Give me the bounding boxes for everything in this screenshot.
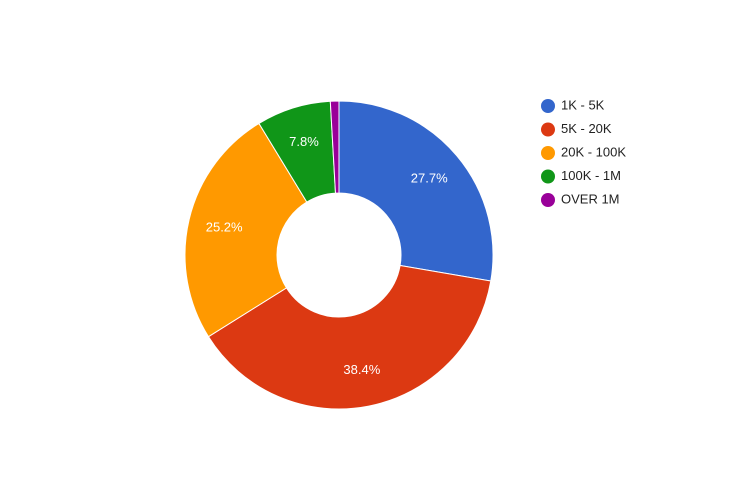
slice [184,122,308,338]
legend-label: OVER 1M [561,191,620,206]
slice [329,100,340,194]
legend-marker [541,193,555,207]
legend-label: 20K - 100K [561,144,626,159]
slice [338,100,494,282]
legend-label: 5K - 20K [561,121,612,136]
slice-label: 27.7% [411,170,448,185]
legend-marker [541,169,555,184]
slice-label: 38.4% [343,362,380,377]
legend-marker [541,99,555,113]
legend-label: 100K - 1M [561,168,621,183]
slice [207,264,492,410]
legend-label: 1K - 5K [561,97,605,112]
legend-marker [541,122,555,137]
legend-marker [541,146,555,160]
slice-label: 7.8% [289,134,319,149]
slice-label: 25.2% [206,219,243,234]
